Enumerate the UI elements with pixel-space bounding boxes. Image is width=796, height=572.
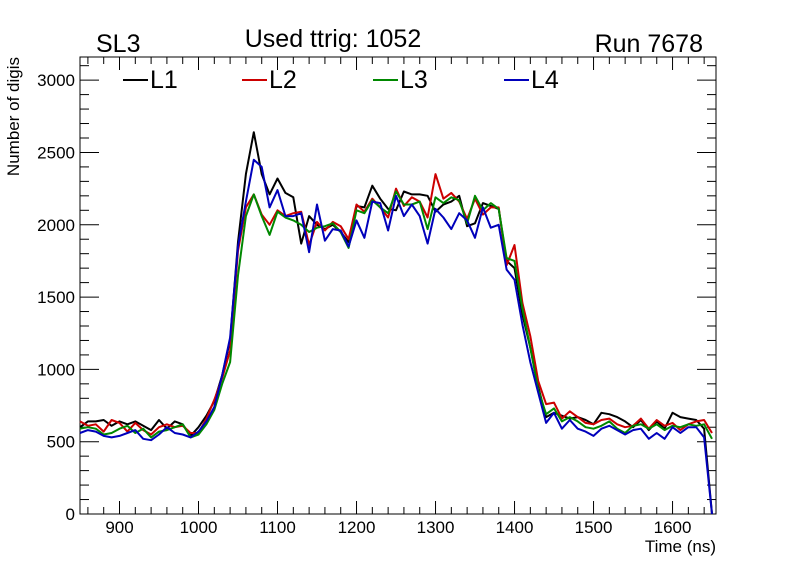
x-tick-label: 1000 [180,518,218,537]
x-tick-label: 1400 [496,518,534,537]
x-tick-label: 1200 [338,518,376,537]
y-tick-label: 2000 [37,216,75,235]
legend-label-l3: L3 [400,66,428,94]
top-left-label: SL3 [96,30,140,58]
legend-label-l1: L1 [150,66,178,94]
y-tick-label: 0 [66,505,75,524]
series-line-l4 [79,158,713,515]
x-tick-label: 1500 [575,518,613,537]
y-tick-label: 500 [47,433,75,452]
y-axis-title: Number of digis [4,57,23,176]
x-axis-title: Time (ns) [645,537,716,556]
chart-title: Used ttrig: 1052 [245,25,422,53]
y-tick-label: 3000 [37,71,75,90]
x-tick-labels: 900 1000 1100 1200 1300 1400 1500 1600 [105,518,691,537]
y-tick-label: 1000 [37,360,75,379]
plot-frame [79,56,717,515]
axis-ticks [80,57,716,515]
x-tick-label: 1100 [259,518,296,537]
legend: L1 L2 L3 L4 [123,66,559,94]
series-line-l3 [79,190,713,440]
x-tick-label: 1600 [654,518,692,537]
y-tick-label: 1500 [37,288,75,307]
x-tick-label: 1300 [417,518,455,537]
series-lines [79,131,713,515]
legend-label-l2: L2 [269,66,297,94]
y-tick-label: 2500 [37,143,75,162]
x-tick-label: 900 [105,518,133,537]
legend-label-l4: L4 [531,66,559,94]
top-right-label: Run 7678 [595,30,703,58]
y-tick-labels: 0 500 1000 1500 2000 2500 3000 [37,71,75,524]
